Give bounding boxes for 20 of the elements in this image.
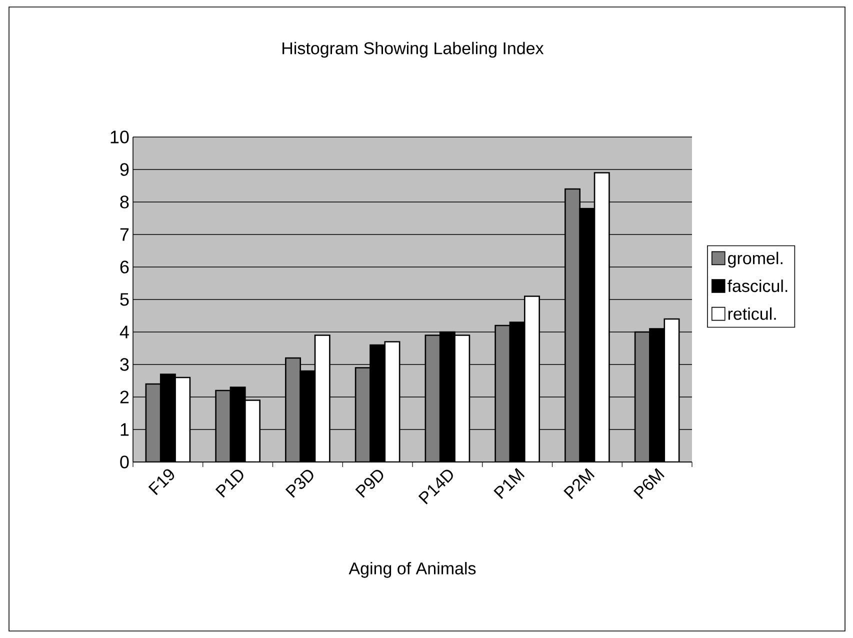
y-tick-label: 10 (110, 130, 129, 144)
y-tick-label: 2 (120, 390, 129, 404)
legend-label: gromel. (728, 252, 782, 268)
y-tick-label: 3 (120, 358, 129, 371)
x-tick-label: P3D (285, 470, 314, 498)
y-tick-label: 4 (120, 326, 129, 338)
x-axis-title: Aging of Animals (348, 562, 476, 578)
legend-label: fascicul. (728, 280, 788, 292)
y-tick-label: 6 (120, 260, 129, 274)
y-tick-label: 0 (120, 456, 129, 468)
y-tick-label: 1 (120, 423, 129, 436)
x-tick-label: F19 (148, 469, 174, 496)
legend-label: reticul. (728, 307, 776, 320)
chart-title: Histogram Showing Labeling Index (282, 42, 544, 58)
y-tick-label: 9 (120, 163, 129, 176)
y-tick-label: 5 (120, 293, 129, 306)
x-tick-label: P9D (355, 470, 384, 498)
y-tick-label: 7 (120, 228, 129, 241)
y-tick-label: 8 (120, 196, 129, 208)
x-tick-label: P1D (215, 470, 244, 498)
